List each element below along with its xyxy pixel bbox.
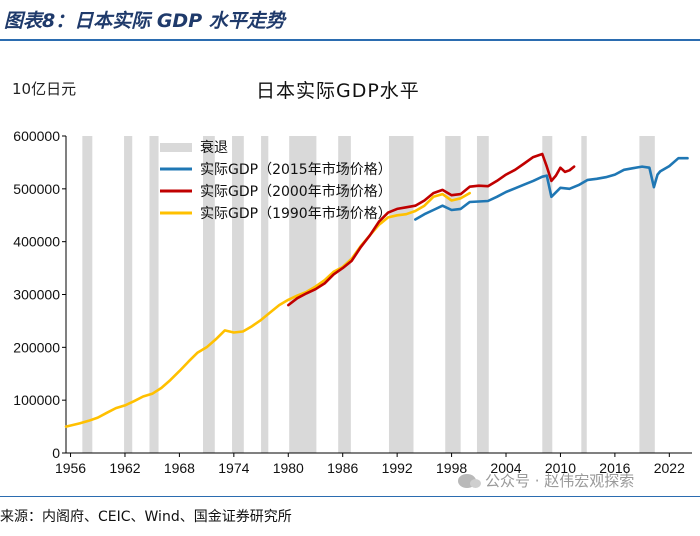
x-tick-label: 1962 <box>109 460 140 476</box>
recession-bands <box>82 136 655 453</box>
watermark: 公众号 · 赵伟宏观探索 <box>458 470 634 491</box>
legend-label: 实际GDP（2015年市场价格） <box>200 161 392 178</box>
legend-swatch <box>160 143 192 152</box>
x-tick-label: 1992 <box>382 460 413 476</box>
y-unit-label: 10亿日元 <box>12 80 77 98</box>
recession-band <box>124 136 133 453</box>
recession-band <box>82 136 93 453</box>
x-tick-label: 1956 <box>55 460 86 476</box>
x-tick-label: 1998 <box>436 460 467 476</box>
recession-band <box>202 136 215 453</box>
series-line <box>64 191 472 428</box>
legend-label: 实际GDP（1990年市场价格） <box>200 205 392 222</box>
x-tick-label: 1968 <box>164 460 195 476</box>
figure-title: 图表8：日本实际 GDP 水平走势 <box>4 10 285 32</box>
legend-label: 实际GDP（2000年市场价格） <box>200 183 392 200</box>
recession-band <box>639 136 655 453</box>
x-tick-label: 1980 <box>273 460 304 476</box>
x-tick-label: 2010 <box>545 460 576 476</box>
y-tick-label: 300000 <box>13 287 60 303</box>
x-tick-label: 2016 <box>599 460 630 476</box>
series-line <box>286 152 576 307</box>
y-tick-label: 500000 <box>13 181 60 197</box>
x-tick-label: 2022 <box>654 460 685 476</box>
wechat-icon <box>458 474 481 488</box>
y-tick-label: 600000 <box>13 128 60 144</box>
recession-band <box>542 136 553 453</box>
footer-rule <box>0 496 700 497</box>
source-note: 来源：内阁府、CEIC、Wind、国金证券研究所 <box>0 509 292 525</box>
y-tick-label: 0 <box>52 445 60 461</box>
recession-band <box>388 136 414 453</box>
recession-band <box>445 136 461 453</box>
legend-label: 衰退 <box>200 139 228 156</box>
y-tick-label: 200000 <box>13 339 60 355</box>
recession-band <box>338 136 351 453</box>
recession-band <box>261 136 269 453</box>
watermark-text: 公众号 · 赵伟宏观探索 <box>485 472 635 490</box>
recession-band <box>149 136 159 453</box>
recession-band <box>476 136 489 453</box>
chart-title: 日本实际GDP水平 <box>256 80 420 102</box>
series-line <box>413 156 689 221</box>
figure-header: 图表8：日本实际 GDP 水平走势 <box>0 0 700 41</box>
y-tick-label: 400000 <box>13 234 60 250</box>
y-tick-label: 100000 <box>13 392 60 408</box>
header-rule <box>0 39 700 41</box>
recession-band <box>581 136 587 453</box>
x-tick-label: 2004 <box>490 460 521 476</box>
x-tick-label: 1986 <box>327 460 358 476</box>
gdp-line-chart: 0 100000 200000 300000 400000 500000 600000 195… <box>13 128 692 476</box>
series-lines <box>64 152 689 428</box>
axes: 0 100000 200000 300000 400000 500000 600000 195… <box>13 128 692 476</box>
recession-band <box>232 136 244 453</box>
x-tick-label: 1974 <box>218 460 249 476</box>
